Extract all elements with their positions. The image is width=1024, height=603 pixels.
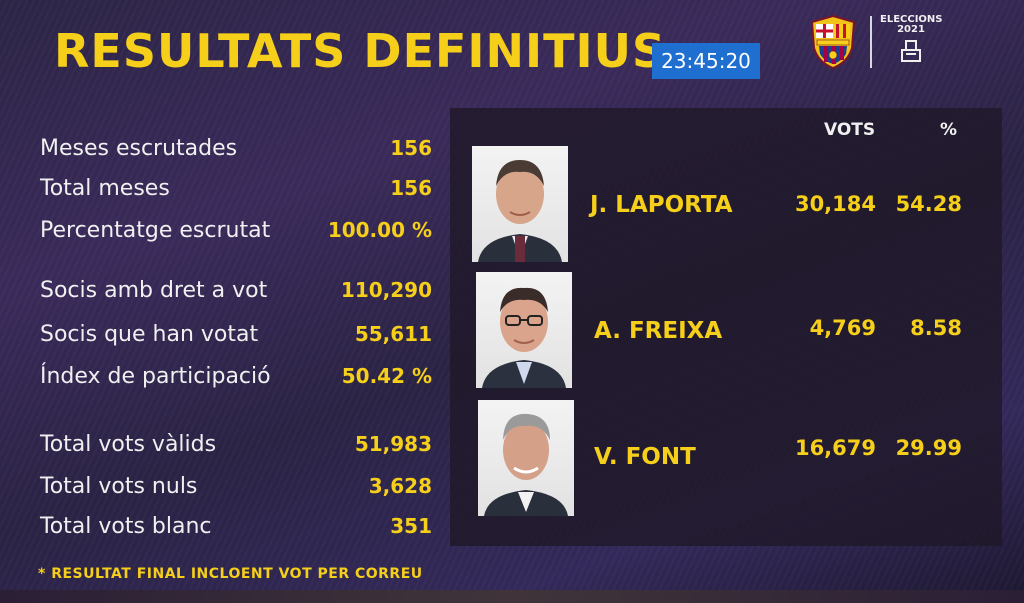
stat-value: 351 (390, 514, 432, 538)
clock-display: 23:45:20 (652, 43, 760, 79)
stat-row: Socis que han votat 55,611 (40, 322, 432, 356)
candidate-name: J. LAPORTA (590, 192, 733, 218)
votes-column-header: VOTS (824, 120, 876, 140)
stat-row: Índex de participació 50.42 % (40, 364, 432, 398)
person-portrait-icon (484, 413, 568, 516)
candidate-votes: 16,679 (794, 436, 876, 460)
candidate-photo (476, 272, 572, 388)
candidate-photo (478, 400, 574, 516)
candidate-photo (472, 146, 568, 262)
stat-label: Índex de participació (40, 364, 271, 389)
candidate-row: V. FONT 16,679 29.99 (450, 400, 1002, 520)
bottom-band (0, 590, 1024, 603)
stat-value: 50.42 % (341, 364, 432, 388)
elections-badge: ELECCIONS 2021 (880, 14, 943, 63)
percent-column-header: % (940, 120, 958, 140)
elections-year: 2021 (897, 24, 925, 35)
stat-label: Socis que han votat (40, 322, 259, 347)
stat-value: 156 (390, 136, 432, 160)
candidate-row: A. FREIXA 4,769 8.58 (450, 272, 1002, 392)
candidate-row: J. LAPORTA 30,184 54.28 (450, 146, 1002, 266)
stat-row: Total meses 156 (40, 176, 432, 210)
stat-row: Total vots vàlids 51,983 (40, 432, 432, 466)
stat-value: 156 (390, 176, 432, 200)
candidate-percent: 8.58 (910, 316, 962, 340)
stat-label: Total vots blanc (40, 514, 212, 539)
ballot-box-icon (901, 40, 921, 62)
stat-label: Total vots vàlids (40, 432, 217, 457)
stat-value: 100.00 % (327, 218, 432, 242)
fcb-crest-icon (810, 14, 856, 70)
stat-label: Socis amb dret a vot (40, 278, 268, 303)
elections-label: ELECCIONS (880, 14, 943, 25)
stat-value: 51,983 (354, 432, 432, 456)
candidate-percent: 29.99 (895, 436, 962, 460)
person-portrait-icon (478, 160, 562, 262)
stat-value: 55,611 (354, 322, 432, 346)
stat-value: 3,628 (368, 474, 432, 498)
stat-row: Total vots blanc 351 (40, 514, 432, 548)
stat-row: Meses escrutades 156 (40, 136, 432, 170)
stat-row: Socis amb dret a vot 110,290 (40, 278, 432, 312)
stat-value: 110,290 (340, 278, 432, 302)
stat-label: Percentatge escrutat (40, 218, 271, 243)
candidate-name: V. FONT (594, 444, 696, 470)
stat-row: Total vots nuls 3,628 (40, 474, 432, 508)
stat-label: Total meses (40, 176, 170, 201)
candidate-percent: 54.28 (895, 192, 962, 216)
stat-row: Percentatge escrutat 100.00 % (40, 218, 432, 252)
stat-label: Total vots nuls (40, 474, 198, 499)
stat-label: Meses escrutades (40, 136, 238, 161)
candidate-votes: 30,184 (794, 192, 876, 216)
header-divider (870, 16, 872, 68)
candidate-votes: 4,769 (809, 316, 876, 340)
footnote: * RESULTAT FINAL INCLOENT VOT PER CORREU (38, 566, 423, 582)
person-portrait-icon (482, 287, 566, 388)
candidate-name: A. FREIXA (594, 318, 723, 344)
page-title: RESULTATS DEFINITIUS (54, 24, 667, 78)
